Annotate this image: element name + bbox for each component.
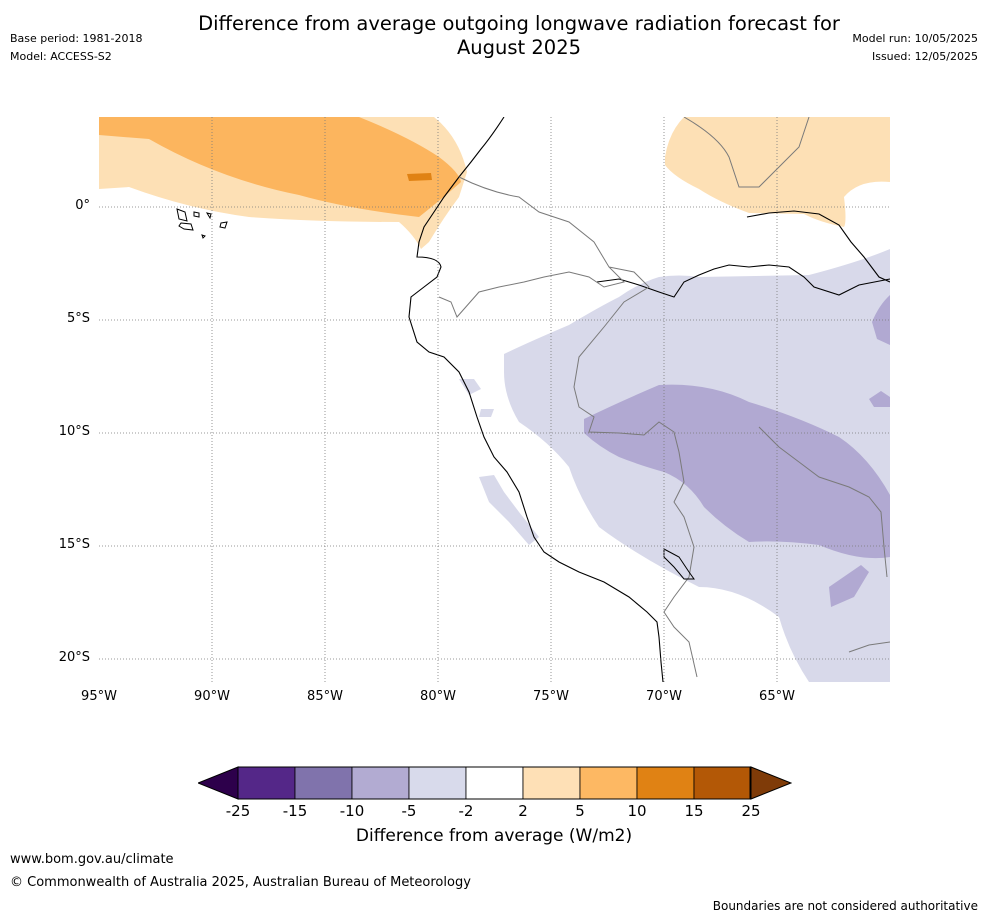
colorbar-tick-label: 2 xyxy=(518,802,528,820)
lon-tick-label: 95°W xyxy=(81,689,117,704)
colorbar-tick-label: -15 xyxy=(282,802,308,820)
lat-tick-label: 20°S xyxy=(58,650,90,665)
anomaly-field-10-to-15-pacific xyxy=(407,173,432,181)
coastline-north xyxy=(746,210,890,283)
lon-tick-label: 80°W xyxy=(420,689,456,704)
base-period: Base period: 1981-2018 xyxy=(10,32,143,45)
colorbar-extend-low xyxy=(198,766,239,800)
colorbar xyxy=(198,766,792,800)
colorbar-extend-high xyxy=(750,766,792,800)
colorbar-title: Difference from average (W/m2) xyxy=(355,826,633,846)
galapagos-islands xyxy=(176,208,228,239)
lat-tick-label: 0° xyxy=(75,198,90,213)
colorbar-segment xyxy=(465,766,524,800)
lat-tick-label: 15°S xyxy=(58,537,90,552)
lon-tick-label: 75°W xyxy=(533,689,569,704)
anomaly-field-minus-10-to-minus-5-south xyxy=(829,565,869,607)
lon-tick-label: 70°W xyxy=(646,689,682,704)
lon-tick-label: 90°W xyxy=(194,689,230,704)
lat-tick-label: 5°S xyxy=(66,311,90,326)
anomaly-field-5-to-10-pacific xyxy=(99,117,461,217)
boundary-disclaimer: Boundaries are not considered authoritat… xyxy=(712,899,978,913)
colorbar-segment xyxy=(237,766,296,800)
title-line-1: Difference from average outgoing longwav… xyxy=(198,12,840,35)
colorbar-segments xyxy=(198,766,792,800)
colorbar-segment xyxy=(408,766,467,800)
colorbar-segment xyxy=(636,766,695,800)
title-line-2: August 2025 xyxy=(456,36,582,59)
anomaly-field-minus-10-to-minus-5-east xyxy=(869,295,890,407)
colorbar-tick-label: 15 xyxy=(684,802,704,820)
anomaly-field-minus-5-to-minus-2-coastal xyxy=(479,475,539,545)
issued-date: Issued: 12/05/2025 xyxy=(871,50,978,63)
coastline-amazon-river xyxy=(596,264,890,298)
country-borders xyxy=(438,117,890,678)
lake-titicaca xyxy=(663,548,695,580)
colorbar-tick-label: -25 xyxy=(225,802,251,820)
colorbar-segment xyxy=(294,766,353,800)
model-run: Model run: 10/05/2025 xyxy=(852,32,978,45)
copyright-notice: © Commonwealth of Australia 2025, Austra… xyxy=(10,875,471,890)
metadata-right: Model run: 10/05/2025 Issued: 12/05/2025 xyxy=(852,32,978,64)
chart-title: Difference from average outgoing longwav… xyxy=(150,12,888,60)
model-name: Model: ACCESS-S2 xyxy=(10,50,112,63)
colorbar-segment xyxy=(522,766,581,800)
forecast-map xyxy=(99,117,890,682)
colorbar-tick-label: -10 xyxy=(339,802,365,820)
colorbar-outline xyxy=(237,766,751,800)
colorbar-tick-label: 25 xyxy=(741,802,761,820)
colorbar-segment xyxy=(351,766,410,800)
anomaly-field-2-to-5-amazon xyxy=(665,117,890,227)
graticule xyxy=(99,117,890,682)
anomaly-field-minus-10-to-minus-5 xyxy=(584,384,890,559)
lon-tick-label: 65°W xyxy=(759,689,795,704)
colorbar-tick-label: -5 xyxy=(401,802,417,820)
website-link[interactable]: www.bom.gov.au/climate xyxy=(10,852,174,867)
colorbar-tick-label: 10 xyxy=(627,802,647,820)
colorbar-segment xyxy=(579,766,638,800)
lon-tick-label: 85°W xyxy=(307,689,343,704)
lat-tick-label: 10°S xyxy=(58,424,90,439)
colorbar-segment xyxy=(693,766,752,800)
colorbar-tick-label: 5 xyxy=(575,802,585,820)
colorbar-tick-label: -2 xyxy=(458,802,474,820)
coastline xyxy=(408,117,664,682)
metadata-left: Base period: 1981-2018 Model: ACCESS-S2 xyxy=(10,32,142,64)
